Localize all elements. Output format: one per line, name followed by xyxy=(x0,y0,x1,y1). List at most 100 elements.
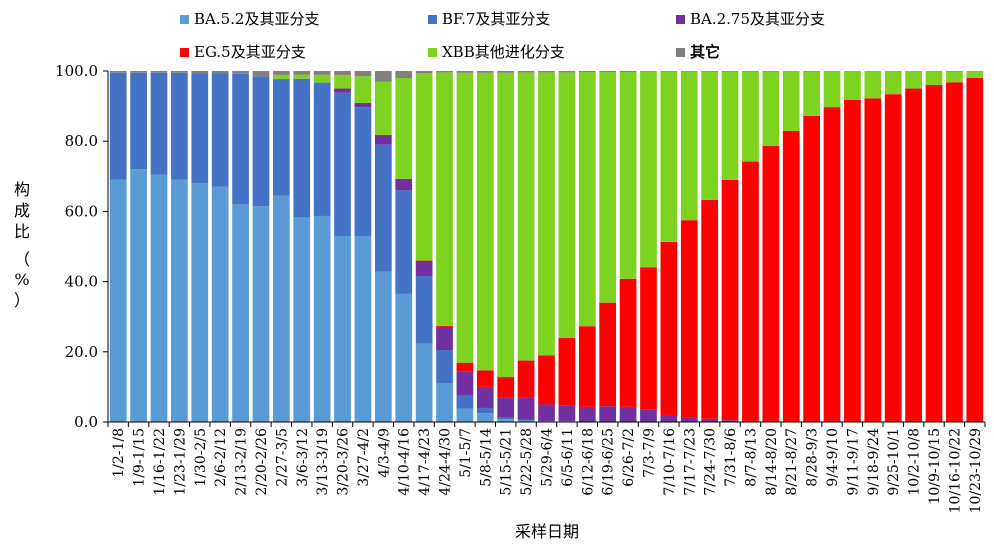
bar-segment-s5-c31 xyxy=(742,71,759,72)
bar-segment-s0-c13 xyxy=(374,271,392,422)
bar-segment-s5-c32 xyxy=(762,71,780,72)
x-tick-label: 10/23-10/29 xyxy=(968,428,984,513)
bar-segment-s0-c16 xyxy=(436,383,453,422)
x-tick-label: 7/10-7/16 xyxy=(662,428,678,496)
bar-segment-s3-c18 xyxy=(476,370,494,387)
legend: BA.5.2及其亚分支 BF.7及其亚分支 BA.2.75及其亚分支 EG.5及其亚分… xyxy=(180,10,825,61)
bar-segment-s5-c21 xyxy=(538,71,555,73)
bar-segment-s2-c27 xyxy=(660,414,678,422)
bar-segment-s4-c19 xyxy=(497,72,515,378)
bar-segment-s0-c1 xyxy=(130,169,147,422)
bar-segment-s0-c15 xyxy=(415,343,433,422)
bar-segment-s0-c10 xyxy=(313,215,331,422)
y-tick-label: 20.0 xyxy=(65,343,98,361)
x-tick-label: 5/22-5/28 xyxy=(519,428,535,496)
x-tick-label: 3/13-3/19 xyxy=(315,428,331,496)
x-tick-label: 7/24-7/30 xyxy=(703,428,719,496)
bar-segment-s4-c8 xyxy=(273,74,290,80)
y-tick-label: 0.0 xyxy=(74,413,98,431)
bar-segment-s4-c14 xyxy=(395,78,413,179)
bar-segment-s5-c6 xyxy=(232,71,249,74)
legend-label: BA.5.2及其亚分支 xyxy=(194,10,319,28)
bar-segment-s1-c5 xyxy=(211,73,229,187)
y-tick-label: 60.0 xyxy=(65,202,98,220)
bar-segment-s3-c16 xyxy=(436,325,453,327)
bar-segment-s1-c16 xyxy=(436,350,453,384)
y-tick-label: 40.0 xyxy=(65,273,98,291)
bar-segment-s4-c25 xyxy=(619,72,637,279)
x-tick-label: 2/20-2/26 xyxy=(254,428,270,496)
bar-segment-s3-c36 xyxy=(844,99,861,422)
legend-swatch xyxy=(428,15,437,24)
legend-swatch xyxy=(428,48,437,57)
bar-segment-s5-c7 xyxy=(252,71,270,77)
legend-swatch xyxy=(180,48,189,57)
bar-segment-s4-c39 xyxy=(905,71,922,89)
bar-segment-s3-c39 xyxy=(905,88,922,423)
bar-segment-s4-c36 xyxy=(844,71,861,100)
bar-segment-s1-c2 xyxy=(150,72,168,175)
bar-segment-s1-c15 xyxy=(415,275,433,344)
bar-segment-s1-c13 xyxy=(374,144,392,272)
legend-swatch xyxy=(676,15,685,24)
x-tick-label: 7/17-7/23 xyxy=(682,428,698,496)
bar-segment-s4-c42 xyxy=(966,71,984,79)
x-tick-label: 1/2-1/8 xyxy=(111,428,127,478)
bar-segment-s3-c35 xyxy=(823,107,841,423)
bar-segment-s4-c23 xyxy=(578,72,596,327)
bar-segment-s3-c42 xyxy=(966,78,984,423)
bar-segment-s5-c14 xyxy=(395,71,413,79)
bar-segment-s4-c41 xyxy=(946,71,963,83)
bar-segment-s3-c27 xyxy=(660,241,678,415)
bar-segment-s2-c30 xyxy=(721,420,739,422)
bar-segment-s1-c12 xyxy=(354,107,372,236)
legend-label: EG.5及其亚分支 xyxy=(194,43,306,61)
bar-segment-s4-c12 xyxy=(354,76,372,103)
bar-segment-s3-c17 xyxy=(456,362,474,372)
bar-segment-s1-c10 xyxy=(313,82,331,216)
bar-segment-s3-c34 xyxy=(803,115,820,423)
x-tick-label: 7/3-7/9 xyxy=(641,428,657,478)
bar-segment-s1-c19 xyxy=(497,417,515,420)
bar-segment-s5-c0 xyxy=(109,71,127,73)
x-tick-label: 5/15-5/21 xyxy=(499,428,515,496)
bar-segment-s5-c18 xyxy=(476,71,494,73)
bar-segment-s4-c28 xyxy=(680,71,698,221)
bar-segment-s1-c8 xyxy=(273,79,290,196)
bar-segment-s4-c18 xyxy=(476,72,494,371)
bar-segment-s4-c30 xyxy=(721,71,739,180)
bar-segment-s5-c3 xyxy=(171,71,188,73)
bar-segment-s2-c15 xyxy=(415,260,433,276)
legend-label: BA.2.75及其亚分支 xyxy=(690,10,825,28)
y-axis-title-char: 成 xyxy=(14,201,30,220)
bar-segment-s0-c8 xyxy=(273,195,290,422)
bar-segment-s2-c12 xyxy=(354,102,372,108)
x-tick-label: 8/28-9/3 xyxy=(805,428,821,487)
y-tick-label: 80.0 xyxy=(65,132,98,150)
bar-segment-s0-c14 xyxy=(395,293,413,422)
x-tick-label: 1/23-1/29 xyxy=(172,428,188,496)
bar-segment-s2-c14 xyxy=(395,178,413,191)
bar-segment-s5-c25 xyxy=(619,71,637,73)
bar-segment-s3-c21 xyxy=(538,355,555,405)
bar-segment-s5-c20 xyxy=(517,71,535,73)
bar-segment-s1-c18 xyxy=(476,407,494,414)
bar-segment-s2-c11 xyxy=(334,88,351,93)
bar-segment-s0-c9 xyxy=(293,217,311,422)
bar-segment-s4-c33 xyxy=(782,71,800,132)
bar-segment-s1-c4 xyxy=(191,73,209,184)
bar-segment-s3-c25 xyxy=(619,278,637,407)
bar-segment-s5-c30 xyxy=(721,71,739,72)
bar-segment-s3-c32 xyxy=(762,145,780,422)
bar-segment-s5-c10 xyxy=(313,71,331,75)
x-tick-label: 3/27-4/2 xyxy=(356,428,372,487)
bar-segment-s5-c27 xyxy=(660,71,678,72)
x-tick-label: 5/8-5/14 xyxy=(478,428,494,487)
bar-segment-s3-c23 xyxy=(578,326,596,407)
x-tick-label: 5/1-5/7 xyxy=(458,428,474,478)
legend-label: XBB其他进化分支 xyxy=(442,43,565,61)
x-tick-label: 10/16-10/22 xyxy=(947,428,963,513)
x-tick-label: 1/30-2/5 xyxy=(193,428,209,487)
bar-segment-s4-c9 xyxy=(293,74,311,79)
